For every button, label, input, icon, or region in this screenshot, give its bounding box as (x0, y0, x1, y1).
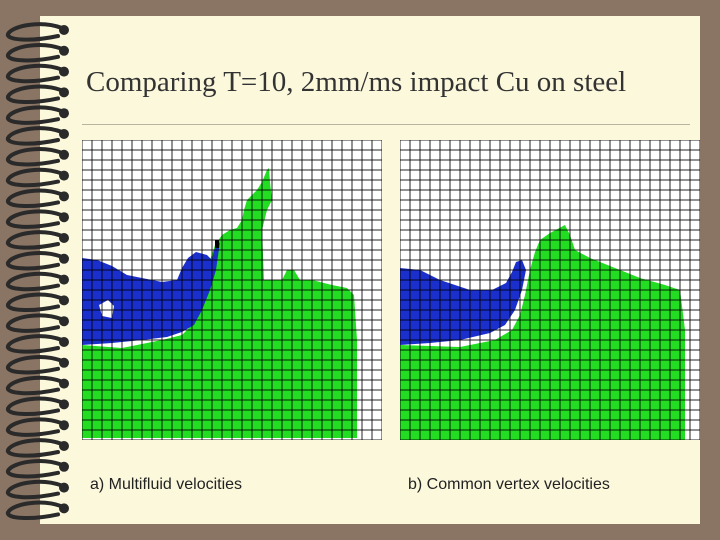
binding-ring (6, 375, 64, 396)
binding-hole (59, 233, 69, 243)
binding-ring (6, 22, 64, 42)
binding-ring (6, 271, 64, 292)
binding-ring (6, 313, 64, 333)
binding-ring (6, 459, 64, 479)
binding-hole (59, 420, 69, 431)
void-region (99, 300, 114, 318)
binding-ring (6, 105, 64, 125)
binding-ring (6, 84, 64, 104)
binding-ring (6, 147, 64, 167)
copper-region (400, 260, 526, 345)
binding-ring (6, 167, 64, 188)
binding-ring (6, 188, 64, 208)
binding-hole (59, 170, 69, 181)
mesh-grid-a (82, 140, 382, 440)
caption-common-vertex: b) Common vertex velocities (408, 476, 610, 493)
panel-common-vertex (400, 140, 700, 440)
binding-ring (6, 43, 64, 63)
spiral-binding (6, 22, 69, 520)
common-vertex-simulation-image (400, 140, 700, 440)
binding-ring (6, 209, 64, 229)
binding-hole (59, 274, 69, 285)
binding-ring (6, 251, 64, 271)
binding-hole (59, 253, 69, 264)
binding-hole (59, 191, 69, 202)
binding-hole (59, 295, 69, 306)
binding-hole (59, 357, 69, 368)
binding-ring (6, 479, 64, 500)
binding-hole (59, 87, 69, 98)
binding-hole (59, 25, 69, 35)
binding-ring (6, 355, 64, 375)
binding-hole (59, 399, 69, 410)
binding-hole (59, 378, 69, 389)
binding-hole (59, 337, 69, 347)
binding-hole (59, 441, 69, 451)
title-divider (82, 124, 690, 125)
binding-ring (6, 396, 64, 416)
binding-hole (59, 461, 69, 472)
binding-hole (59, 66, 69, 77)
caption-multifluid: a) Multifluid velocities (90, 476, 243, 493)
steel-region (400, 225, 685, 440)
slide-title: Comparing T=10, 2mm/ms impact Cu on stee… (86, 66, 627, 98)
binding-hole (59, 129, 69, 139)
binding-hole (59, 482, 69, 493)
multifluid-simulation-image (82, 140, 382, 440)
binding-ring (6, 438, 64, 458)
binding-ring (6, 334, 64, 354)
binding-ring (6, 417, 64, 437)
copper-region (82, 242, 220, 345)
binding-ring (6, 500, 64, 520)
panel-multifluid (82, 140, 382, 440)
binding-hole (59, 316, 69, 327)
mesh-grid-b (400, 140, 700, 440)
binding-ring (6, 126, 64, 146)
binding-hole (59, 108, 69, 119)
binding-ring (6, 63, 64, 84)
binding-hole (59, 503, 69, 514)
binding-hole (59, 212, 69, 223)
binding-ring (6, 292, 64, 312)
binding-ring (6, 230, 64, 250)
binding-hole (59, 45, 69, 56)
binding-hole (59, 149, 69, 160)
